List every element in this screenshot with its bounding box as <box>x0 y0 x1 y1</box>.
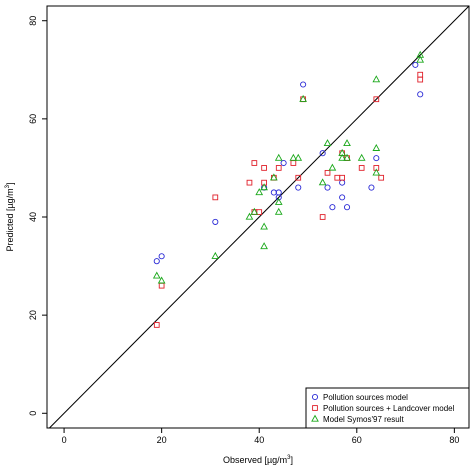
triangle-point <box>260 183 268 191</box>
triangle-point <box>372 168 381 176</box>
square-point <box>373 96 380 103</box>
triangle-point <box>372 143 381 151</box>
legend-circle-marker <box>311 393 319 401</box>
square-point <box>256 209 263 215</box>
circle-point <box>212 218 219 225</box>
triangle-point <box>274 197 283 205</box>
circle-point <box>275 189 282 196</box>
square-point <box>417 71 424 78</box>
x-tick-label: 60 <box>352 435 362 445</box>
circle-point <box>270 189 277 196</box>
square-point <box>339 174 346 181</box>
square-point <box>158 282 165 289</box>
y-axis-label: Predicted [µg/m3] <box>5 182 15 251</box>
triangle-point <box>157 276 166 284</box>
circle-point <box>295 184 302 191</box>
plot-frame <box>46 5 470 429</box>
circle-point <box>324 184 331 191</box>
circle-point <box>368 184 375 191</box>
square-point <box>261 165 267 171</box>
square-point <box>251 160 258 166</box>
circle-point <box>339 179 346 186</box>
triangle-point <box>260 222 268 230</box>
square-point <box>212 194 219 201</box>
triangle-point <box>372 75 381 83</box>
circle-point <box>153 258 160 265</box>
square-point <box>334 174 341 181</box>
legend-label: Pollution sources model <box>323 393 408 402</box>
x-axis-label: Observed [µg/m3] <box>223 455 293 465</box>
legend-label: Model Symos'97 result <box>323 415 404 424</box>
triangle-point <box>269 173 278 181</box>
triangle-point <box>323 139 332 147</box>
triangle-point <box>289 153 298 161</box>
circle-point <box>343 204 351 211</box>
y-tick-label: 80 <box>28 16 38 26</box>
data-points <box>152 50 425 328</box>
circle-point <box>319 150 326 157</box>
triangle-point <box>318 178 327 186</box>
legend-items: Pollution sources model Pollution sources… <box>311 393 455 424</box>
triangle-point <box>299 94 307 102</box>
triangle-point <box>416 55 425 63</box>
triangle-point <box>357 153 366 161</box>
triangle-point <box>343 139 351 147</box>
triangle-point <box>274 153 283 161</box>
square-point <box>295 174 302 181</box>
triangle-point <box>274 207 283 215</box>
circle-point <box>339 194 346 201</box>
y-tick-label: 0 <box>28 411 38 416</box>
triangle-point <box>245 212 254 220</box>
square-point <box>358 165 365 171</box>
x-tick-label: 0 <box>62 435 67 445</box>
legend: Pollution sources model Pollution sources… <box>305 387 470 429</box>
triangle-point <box>338 148 347 156</box>
legend-box <box>305 387 470 429</box>
legend-label: Pollution sources + Landcover model <box>323 404 455 413</box>
axis-ticks: 0 20 40 60 80 0 20 40 60 80 <box>28 16 459 445</box>
circle-point <box>280 159 287 167</box>
legend-square-marker <box>312 405 318 411</box>
x-tick-label: 20 <box>157 435 167 445</box>
triangle-point <box>338 153 347 161</box>
triangle-point <box>343 153 351 161</box>
square-point <box>153 322 160 328</box>
triangle-point <box>294 153 303 161</box>
y-tick-label: 40 <box>28 212 38 222</box>
triangle-point <box>152 271 161 279</box>
triangle-point <box>255 188 264 196</box>
square-point <box>378 174 385 181</box>
x-tick-label: 80 <box>449 435 459 445</box>
circle-point <box>300 81 307 88</box>
triangle-point <box>250 207 259 215</box>
circle-point <box>158 253 165 260</box>
square-point <box>324 169 331 176</box>
y-tick-label: 60 <box>28 114 38 124</box>
triangle-point <box>260 242 268 250</box>
circle-point <box>373 155 380 162</box>
square-point <box>417 76 424 83</box>
circle-point <box>412 61 419 68</box>
circle-point <box>417 91 424 98</box>
square-point <box>319 214 326 220</box>
square-point <box>290 160 297 166</box>
identity-line <box>49 5 470 429</box>
square-point <box>246 179 253 186</box>
x-tick-label: 40 <box>254 435 264 445</box>
legend-triangle-marker <box>311 414 319 422</box>
y-tick-label: 20 <box>28 310 38 320</box>
square-point <box>275 165 282 171</box>
triangle-point <box>211 251 220 259</box>
triangle-point <box>328 163 337 171</box>
circle-point <box>329 204 336 211</box>
